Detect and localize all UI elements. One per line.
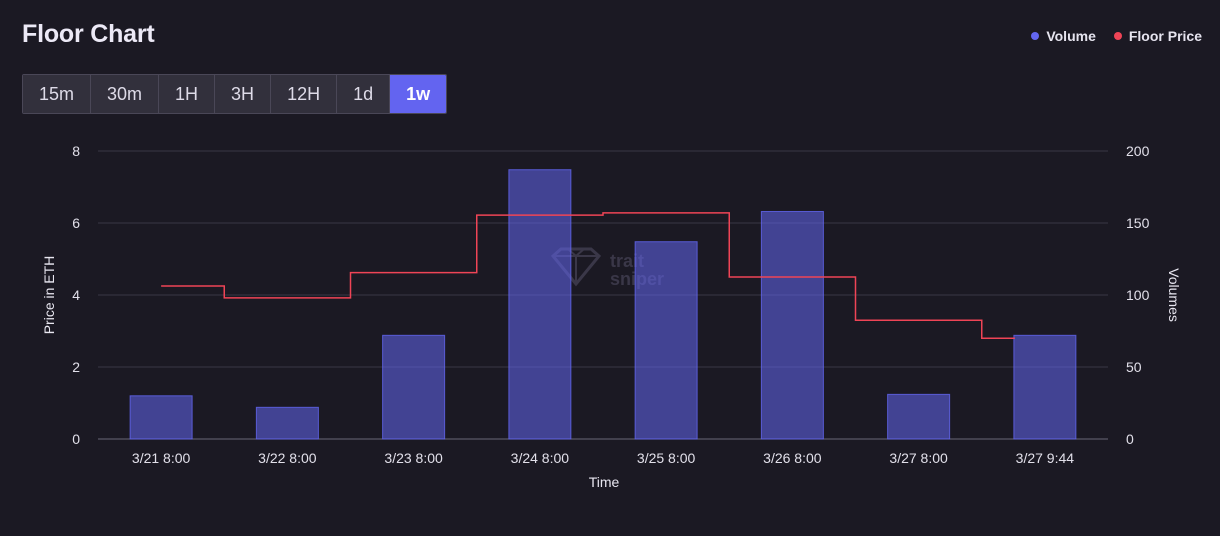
- left-tick-label: 8: [72, 143, 80, 159]
- tab-1w[interactable]: 1w: [390, 75, 447, 113]
- volume-dot-icon: [1031, 32, 1040, 40]
- left-tick-label: 4: [72, 287, 80, 303]
- x-tick-label: 3/23 8:00: [384, 450, 443, 466]
- tab-3h[interactable]: 3H: [215, 75, 272, 113]
- tab-30m[interactable]: 30m: [91, 75, 160, 113]
- floor-price-dot-icon: [1113, 32, 1122, 40]
- right-tick-label: 50: [1126, 359, 1142, 375]
- tab-12h[interactable]: 12H: [271, 75, 338, 113]
- legend-item-floor-price[interactable]: Floor Price: [1113, 28, 1202, 44]
- chart-legend: Volume Floor Price: [1031, 28, 1202, 44]
- volume-bar[interactable]: [887, 393, 951, 440]
- left-tick-label: 2: [72, 359, 80, 375]
- y-axis-title-left: Price in ETH: [41, 256, 57, 335]
- volume-bar[interactable]: [255, 406, 319, 440]
- volume-bar[interactable]: [1013, 334, 1077, 440]
- right-tick-label: 100: [1126, 287, 1150, 303]
- y-axis-title-right: Volumes: [1166, 268, 1182, 322]
- volume-bar[interactable]: [760, 210, 824, 440]
- x-tick-label: 3/24 8:00: [511, 450, 570, 466]
- x-tick-label: 3/27 8:00: [889, 450, 948, 466]
- tab-1h[interactable]: 1H: [159, 75, 216, 113]
- right-axis-ticks: 0 50 100 150 200: [1126, 143, 1150, 447]
- x-axis-ticks: 3/21 8:00 3/22 8:00 3/23 8:00 3/24 8:00 3/25…: [132, 450, 1074, 466]
- grid-lines: [98, 150, 1108, 440]
- x-tick-label: 3/22 8:00: [258, 450, 317, 466]
- x-tick-label: 3/26 8:00: [763, 450, 822, 466]
- chart-title: Floor Chart: [22, 20, 155, 48]
- right-tick-label: 0: [1126, 431, 1134, 447]
- x-tick-label: 3/21 8:00: [132, 450, 191, 466]
- left-tick-label: 0: [72, 431, 80, 447]
- timeframe-tabs: 15m 30m 1H 3H 12H 1d 1w: [22, 74, 448, 114]
- floor-price-step-line: [161, 212, 1015, 339]
- legend-label-floor-price: Floor Price: [1128, 28, 1202, 44]
- volume-bars: [129, 169, 1077, 440]
- right-tick-label: 200: [1126, 143, 1150, 159]
- tab-15m[interactable]: 15m: [23, 75, 92, 113]
- volume-bar[interactable]: [382, 334, 446, 440]
- x-tick-label: 3/27 9:44: [1016, 450, 1075, 466]
- right-tick-label: 150: [1126, 215, 1150, 231]
- left-tick-label: 6: [72, 215, 80, 231]
- left-axis-ticks: 0 2 4 6 8: [72, 143, 80, 447]
- x-tick-label: 3/25 8:00: [637, 450, 696, 466]
- volume-bar[interactable]: [129, 395, 193, 440]
- x-axis-title: Time: [589, 474, 620, 490]
- volume-bar[interactable]: [634, 241, 698, 440]
- volume-bar[interactable]: [508, 169, 572, 440]
- legend-label-volume: Volume: [1046, 28, 1096, 44]
- tab-1d[interactable]: 1d: [337, 75, 391, 113]
- floor-price-line: [161, 212, 1015, 339]
- legend-item-volume[interactable]: Volume: [1031, 28, 1096, 44]
